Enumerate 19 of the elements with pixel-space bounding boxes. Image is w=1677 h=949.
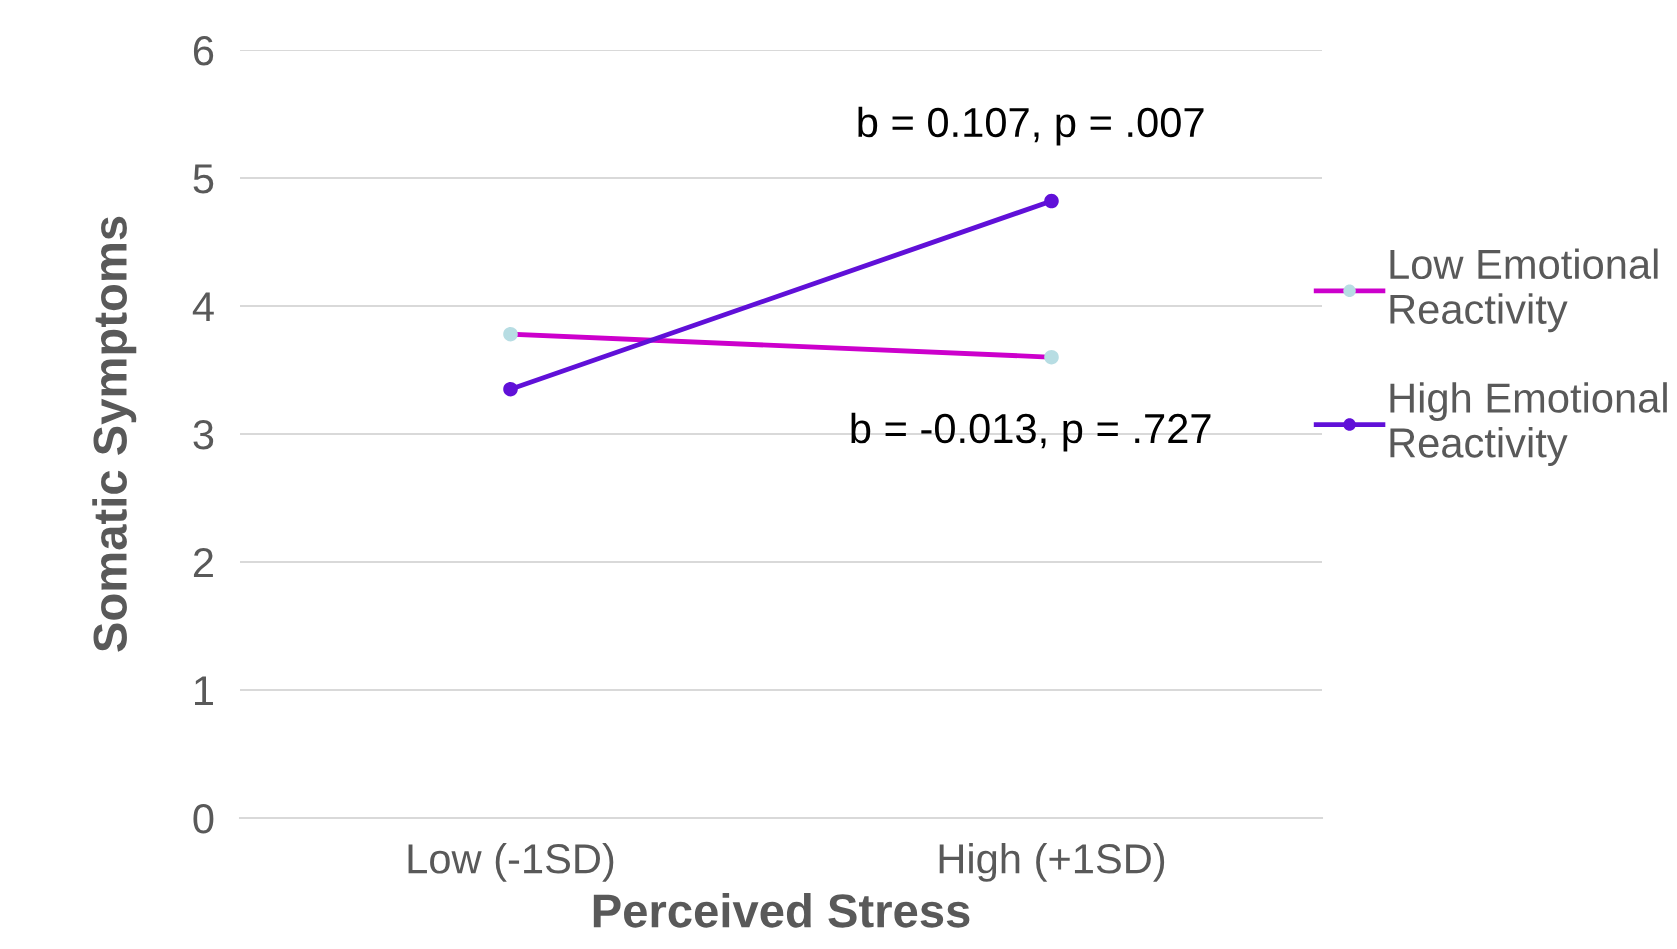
- point: [503, 326, 518, 342]
- y-axis-title: Somatic Symptoms: [92, 216, 137, 652]
- point: [1044, 349, 1059, 365]
- legend-label: High Emotional Reactivity: [1390, 382, 1667, 466]
- y-tick-label: 3: [193, 420, 214, 450]
- x-tick-label: Low (-1SD): [408, 843, 614, 882]
- y-tick-label: 2: [193, 548, 213, 578]
- annotation: b = -0.013, p = .727: [851, 412, 1211, 452]
- x-axis-title: Perceived Stress: [593, 892, 970, 928]
- point: [1044, 193, 1059, 209]
- y-tick-label: 0: [193, 804, 214, 834]
- y-tick-label: 1: [195, 676, 213, 706]
- x-tick-label: High (+1SD): [939, 843, 1165, 882]
- legend-label: Low Emotional Reactivity: [1390, 248, 1658, 333]
- y-tick-label: 6: [193, 36, 214, 66]
- point: [503, 381, 518, 397]
- annotation: b = 0.107, p = .007: [858, 106, 1204, 146]
- y-tick-label: 5: [193, 164, 214, 194]
- y-tick-label: 4: [192, 292, 214, 322]
